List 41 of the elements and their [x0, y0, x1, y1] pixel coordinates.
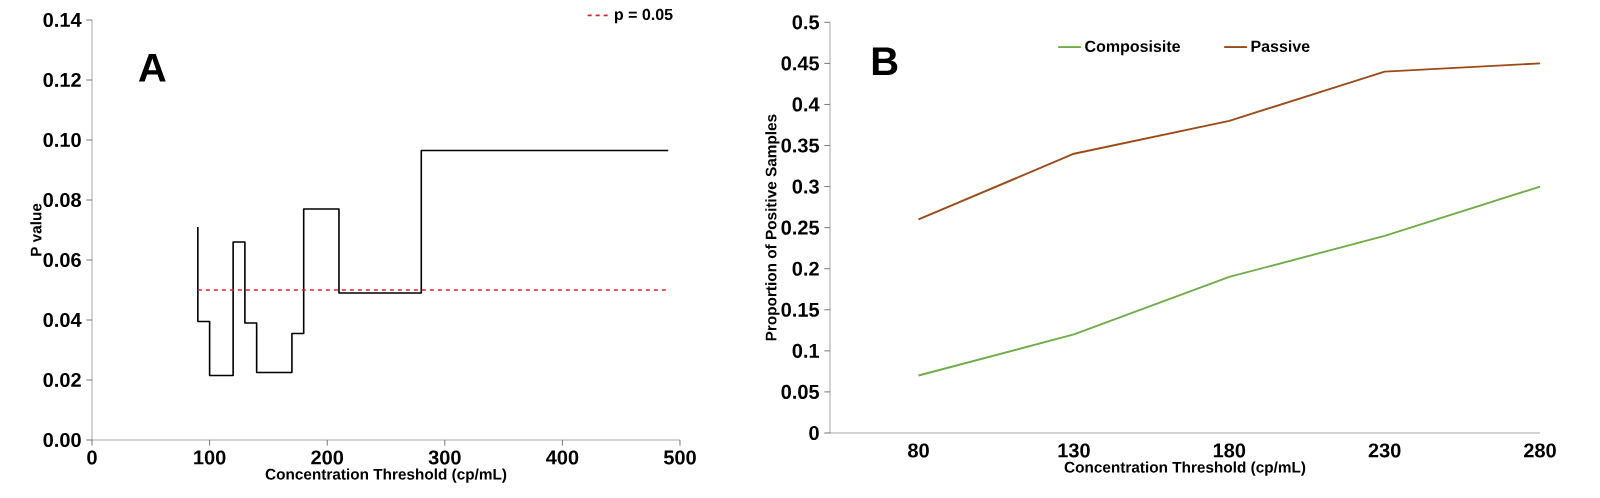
y-tick-label: 0.05 — [781, 384, 820, 399]
y-tick-label: 0 — [809, 425, 819, 441]
x-tick-label: 280 — [1524, 443, 1556, 458]
y-tick-label: 0.12 — [43, 72, 81, 88]
y-tick-label: 0.2 — [792, 261, 819, 276]
x-tick-label: 200 — [311, 450, 344, 465]
legend-label: p = 0.05 — [614, 8, 673, 24]
x-tick-label: 100 — [194, 450, 226, 465]
y-tick-label: 0.10 — [43, 132, 81, 148]
y-tick-label: 0.06 — [43, 252, 81, 268]
x-tick-label: 300 — [428, 450, 461, 465]
y-tick-label: 0.02 — [43, 372, 81, 388]
line-series — [917, 185, 1541, 377]
y-tick-label: 0.08 — [43, 192, 81, 208]
y-tick-label: 0.5 — [792, 15, 820, 30]
y-tick-label: 0.14 — [43, 12, 82, 28]
x-tick-label: 400 — [546, 450, 579, 465]
y-tick-label: 0.4 — [792, 97, 820, 112]
y-tick-label: 0.00 — [43, 432, 81, 448]
y-tick-label: 0.45 — [781, 56, 820, 71]
y-tick-label: 0.1 — [792, 343, 820, 358]
x-tick-label: 230 — [1368, 443, 1401, 458]
x-tick-label: 500 — [663, 450, 696, 465]
y-axis-title: P value — [30, 203, 42, 256]
x-tick-label: 130 — [1058, 443, 1090, 458]
y-axis-title: Proportion of Positive Samples — [765, 114, 780, 341]
x-tick-label: 180 — [1213, 443, 1246, 458]
x-axis-title: Concentration Threshold (cp/mL) — [1064, 461, 1306, 476]
legend-label: Passive — [1251, 40, 1310, 52]
y-tick-label: 0.15 — [781, 302, 820, 317]
y-tick-label: 0.04 — [43, 312, 82, 328]
x-tick-label: 0 — [87, 450, 97, 465]
annotation: A — [138, 54, 166, 82]
y-tick-label: 0.25 — [781, 220, 820, 235]
annotation: B — [872, 47, 898, 76]
y-tick-label: 0.3 — [792, 179, 819, 194]
x-tick-label: 80 — [908, 443, 929, 458]
line-series — [917, 62, 1541, 221]
x-axis-title: Concentration Threshold (cp/mL) — [265, 468, 507, 483]
legend-label: Composisite — [1085, 40, 1180, 56]
y-tick-label: 0.35 — [781, 138, 820, 153]
